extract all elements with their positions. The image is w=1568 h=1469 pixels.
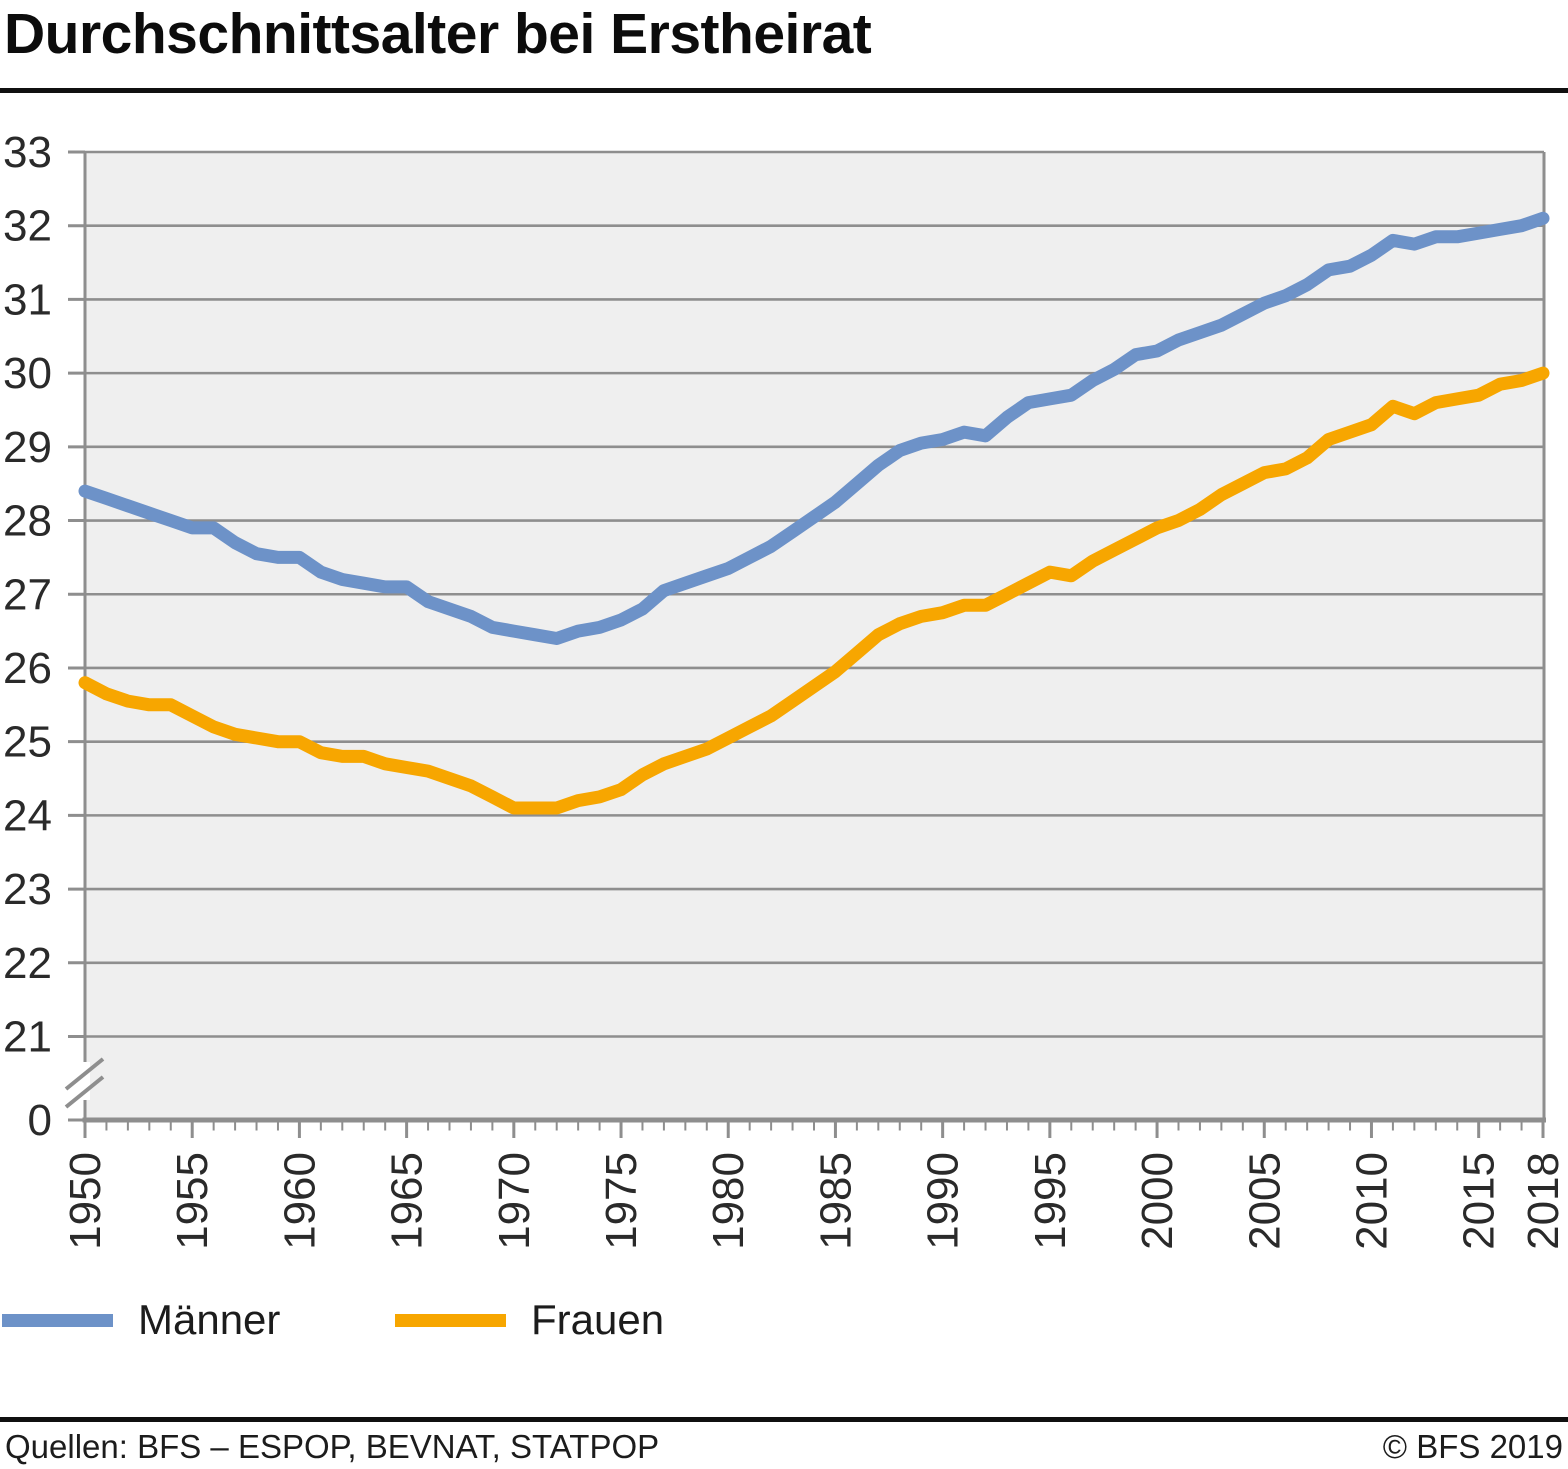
y-tick-label: 24 — [3, 791, 52, 840]
y-tick-label: 26 — [3, 644, 52, 693]
title-rule — [0, 88, 1568, 93]
x-tick-label: 1980 — [704, 1152, 753, 1250]
y-tick-label: 22 — [3, 939, 52, 988]
y-tick-label: 28 — [3, 497, 52, 546]
x-tick-label: 1965 — [383, 1152, 432, 1250]
y-tick-label: 21 — [3, 1013, 52, 1062]
plot-area — [85, 152, 1544, 1120]
sources-text: Quellen: BFS – ESPOP, BEVNAT, STATPOP — [5, 1428, 660, 1465]
legend-item-maenner: Männer — [2, 1296, 280, 1344]
footer: Quellen: BFS – ESPOP, BEVNAT, STATPOP © … — [0, 1428, 1568, 1466]
legend-label-maenner: Männer — [138, 1296, 281, 1343]
page-title: Durchschnittsalter bei Erstheirat — [4, 2, 872, 66]
x-tick-label: 2005 — [1240, 1152, 1289, 1250]
x-tick-label: 1985 — [811, 1152, 860, 1250]
y-tick-label: 29 — [3, 423, 52, 472]
legend-label-frauen: Frauen — [531, 1296, 665, 1343]
y-tick-label: 32 — [3, 202, 52, 251]
maenner-line — [78, 211, 1550, 645]
x-tick-label: 1955 — [168, 1152, 217, 1250]
copyright-text: © BFS 2019 — [1382, 1428, 1563, 1465]
x-tick-label: 2000 — [1133, 1152, 1182, 1250]
x-tick-label: 2018 — [1519, 1152, 1568, 1250]
y-tick-label: 33 — [3, 128, 52, 177]
axis-break-gap — [80, 1062, 90, 1100]
y-tick-label: 25 — [3, 718, 52, 767]
y-tick-label: 27 — [3, 570, 52, 619]
legend-item-frauen: Frauen — [395, 1296, 664, 1344]
legend-swatch-frauen — [395, 1313, 506, 1327]
axis-break — [64, 1057, 105, 1091]
axis-break — [64, 1075, 105, 1109]
x-tick-label: 2015 — [1455, 1152, 1504, 1250]
footer-rule — [0, 1417, 1568, 1422]
x-tick-label: 1960 — [275, 1152, 324, 1250]
y-tick-label: 31 — [3, 275, 52, 324]
y-tick-label: 23 — [3, 865, 52, 914]
legend-swatch-maenner — [2, 1313, 113, 1327]
x-tick-label: 1990 — [919, 1152, 968, 1250]
x-tick-label: 1950 — [61, 1152, 110, 1250]
y-tick-label: 0 — [28, 1096, 52, 1145]
x-tick-label: 1975 — [597, 1152, 646, 1250]
x-tick-label: 1995 — [1026, 1152, 1075, 1250]
x-tick-label: 1970 — [490, 1152, 539, 1250]
x-tick-label: 2010 — [1347, 1152, 1396, 1250]
frauen-line — [78, 366, 1550, 815]
y-tick-label: 30 — [3, 349, 52, 398]
